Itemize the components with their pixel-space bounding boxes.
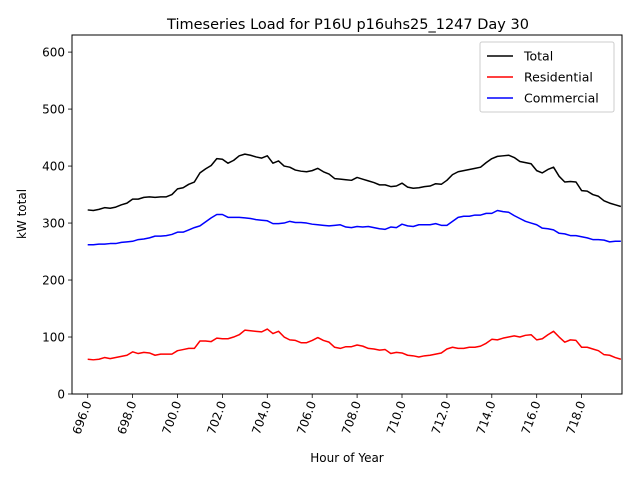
x-tick-label: 696.0 [70,399,95,436]
x-tick-label: 706.0 [294,399,319,436]
x-tick-label: 700.0 [159,399,184,436]
x-tick-label: 702.0 [204,399,229,436]
legend-label-residential: Residential [524,70,593,85]
series-line-commercial [87,209,621,246]
x-tick-label: 716.0 [519,399,544,436]
y-tick-label: 0 [57,388,65,402]
legend-box [479,41,615,113]
plot-series [87,153,622,361]
legend: Total Residential Commercial [479,41,615,113]
chart-title: Timeseries Load for P16U p16uhs25_1247 D… [166,17,529,33]
x-tick-label: 712.0 [429,399,454,436]
y-tick-label: 300 [42,217,65,231]
y-tick-label: 200 [42,274,65,288]
x-tick-label: 710.0 [384,399,409,436]
y-tick-label: 500 [42,103,65,117]
series-line-residential [87,328,622,361]
x-tick-label: 708.0 [339,399,364,436]
x-tick-label: 698.0 [115,399,140,436]
x-axis-label: Hour of Year [310,451,384,465]
series-line-total [87,153,622,212]
legend-label-commercial: Commercial [524,91,599,106]
y-tick-label: 600 [42,46,65,60]
x-tick-label: 714.0 [474,399,499,436]
plot-frame [71,34,623,395]
y-tick-label: 400 [42,160,65,174]
x-tick-label: 718.0 [564,399,589,436]
y-axis-label: kW total [15,189,29,239]
legend-label-total: Total [523,49,553,64]
y-axis: 0 100 200 300 400 500 600 [42,46,72,402]
y-tick-label: 100 [42,331,65,345]
x-axis: 696.0 698.0 700.0 702.0 704.0 706.0 708.0 710.0… [70,394,589,436]
x-tick-label: 704.0 [249,399,274,436]
